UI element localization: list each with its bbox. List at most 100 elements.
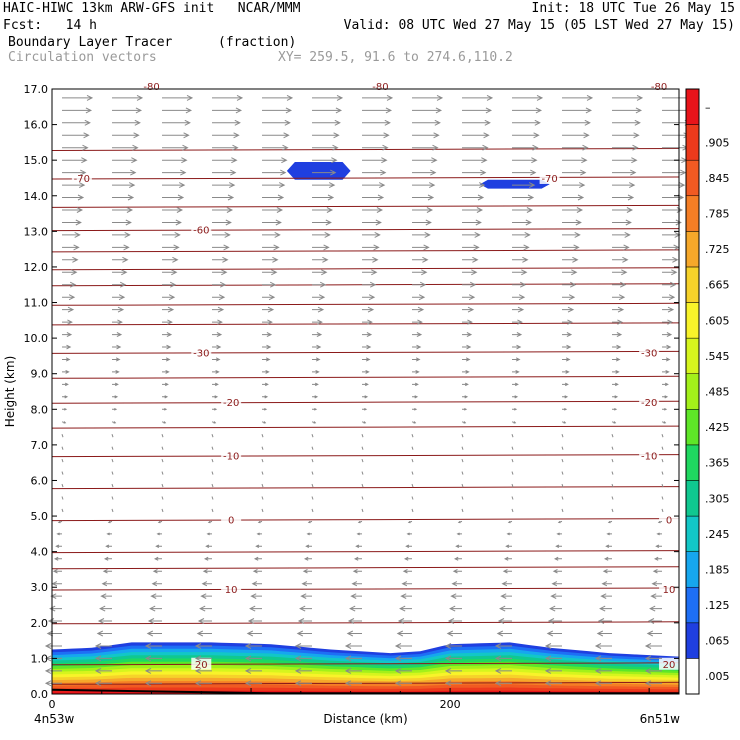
circulation-vector (344, 667, 362, 674)
circulation-vector (112, 319, 123, 325)
circulation-vector (112, 169, 137, 176)
y-tick-label: 4.0 (31, 546, 49, 559)
circulation-vector (412, 244, 430, 251)
circulation-vector (212, 294, 226, 301)
circulation-vector (61, 446, 64, 450)
colorbar-swatch (685, 124, 700, 161)
circulation-vector (594, 680, 612, 687)
circulation-vector (112, 207, 134, 213)
circulation-vector (412, 395, 419, 399)
circulation-vector (512, 157, 538, 164)
header-model: HAIC-HIWC 13km ARW-GFS init NCAR/MMM (3, 1, 301, 16)
circulation-vector (262, 344, 272, 350)
circulation-vector (212, 269, 228, 276)
circulation-vector (612, 357, 621, 362)
contour-label: -10 (641, 452, 657, 463)
circulation-vector (612, 395, 619, 399)
circulation-vector (261, 434, 264, 438)
circulation-vector (149, 605, 162, 612)
circulation-vector (362, 281, 377, 288)
circulation-vector (662, 369, 670, 374)
circulation-vector (612, 119, 641, 126)
circulation-vector (206, 532, 212, 536)
circulation-vector (361, 483, 364, 488)
circulation-vector (307, 520, 313, 524)
contour-label-bg (639, 346, 660, 359)
circulation-vector (412, 382, 419, 387)
circulation-vector (205, 544, 212, 549)
circulation-vector (462, 244, 480, 251)
circulation-vector (162, 369, 170, 374)
circulation-vector (161, 458, 164, 463)
circulation-vector (262, 94, 294, 101)
circulation-vector (312, 144, 339, 151)
circulation-vector (312, 169, 337, 176)
circulation-vector (312, 319, 323, 325)
circulation-vector (312, 269, 328, 276)
y-tick-label: 2.0 (31, 617, 49, 630)
colorbar-swatch (685, 373, 700, 410)
circulation-vector (662, 332, 673, 338)
circulation-vector (261, 508, 264, 513)
circulation-vector (162, 357, 171, 362)
circulation-vector (400, 593, 412, 599)
circulation-vector (512, 306, 525, 313)
temperature-contour (51, 350, 680, 354)
colorbar-swatch (685, 409, 700, 446)
circulation-vector (461, 421, 467, 424)
circulation-vector (51, 581, 62, 587)
circulation-vector (544, 643, 562, 649)
circulation-vector (561, 458, 564, 463)
circulation-vector (562, 344, 572, 350)
circulation-vector (512, 269, 528, 276)
circulation-vector (461, 496, 464, 500)
contour-label-bg (659, 513, 680, 526)
circulation-vector (456, 532, 462, 536)
circulation-vector (512, 231, 531, 238)
colorbar-label: .425 (705, 421, 730, 434)
circulation-vector (212, 256, 229, 263)
plot-frame (51, 88, 680, 695)
circulation-vector (146, 630, 162, 637)
circulation-vector (199, 605, 212, 612)
contour-label: 10 (663, 585, 676, 596)
circulation-vector (547, 618, 562, 624)
colorbar-label: .785 (705, 208, 730, 221)
circulation-vector (362, 244, 380, 251)
circulation-vector (407, 520, 413, 524)
circulation-vector (594, 655, 612, 662)
circulation-vector (462, 332, 473, 338)
circulation-vector (411, 471, 414, 475)
circulation-vector (462, 132, 490, 139)
circulation-vector (462, 319, 473, 325)
circulation-vector (212, 395, 219, 399)
circulation-vector (61, 471, 64, 475)
circulation-vector (500, 593, 512, 599)
circulation-vector (412, 144, 439, 151)
circulation-vector (612, 107, 643, 114)
circulation-vector (211, 496, 214, 500)
contour-label-bg (191, 657, 212, 670)
circulation-vector (556, 532, 562, 536)
circulation-vector (111, 483, 114, 488)
circulation-vector (112, 94, 144, 101)
circulation-vector (262, 294, 276, 301)
circulation-vector (461, 458, 464, 463)
circulation-vector (512, 119, 541, 126)
circulation-vector (147, 618, 162, 624)
circulation-vector (312, 119, 341, 126)
circulation-vector (403, 556, 412, 561)
circulation-vector (44, 643, 62, 649)
circulation-vector (62, 357, 71, 362)
circulation-vector (462, 94, 494, 101)
circulation-vector (312, 332, 323, 338)
circulation-vector (162, 332, 173, 338)
circulation-vector (455, 544, 462, 549)
circulation-vector (462, 357, 471, 362)
circulation-vector (452, 568, 462, 574)
circulation-vector (212, 157, 238, 164)
circulation-vector (262, 169, 287, 176)
circulation-vector (662, 256, 679, 263)
circulation-vector (150, 593, 162, 599)
circulation-vector (362, 256, 379, 263)
